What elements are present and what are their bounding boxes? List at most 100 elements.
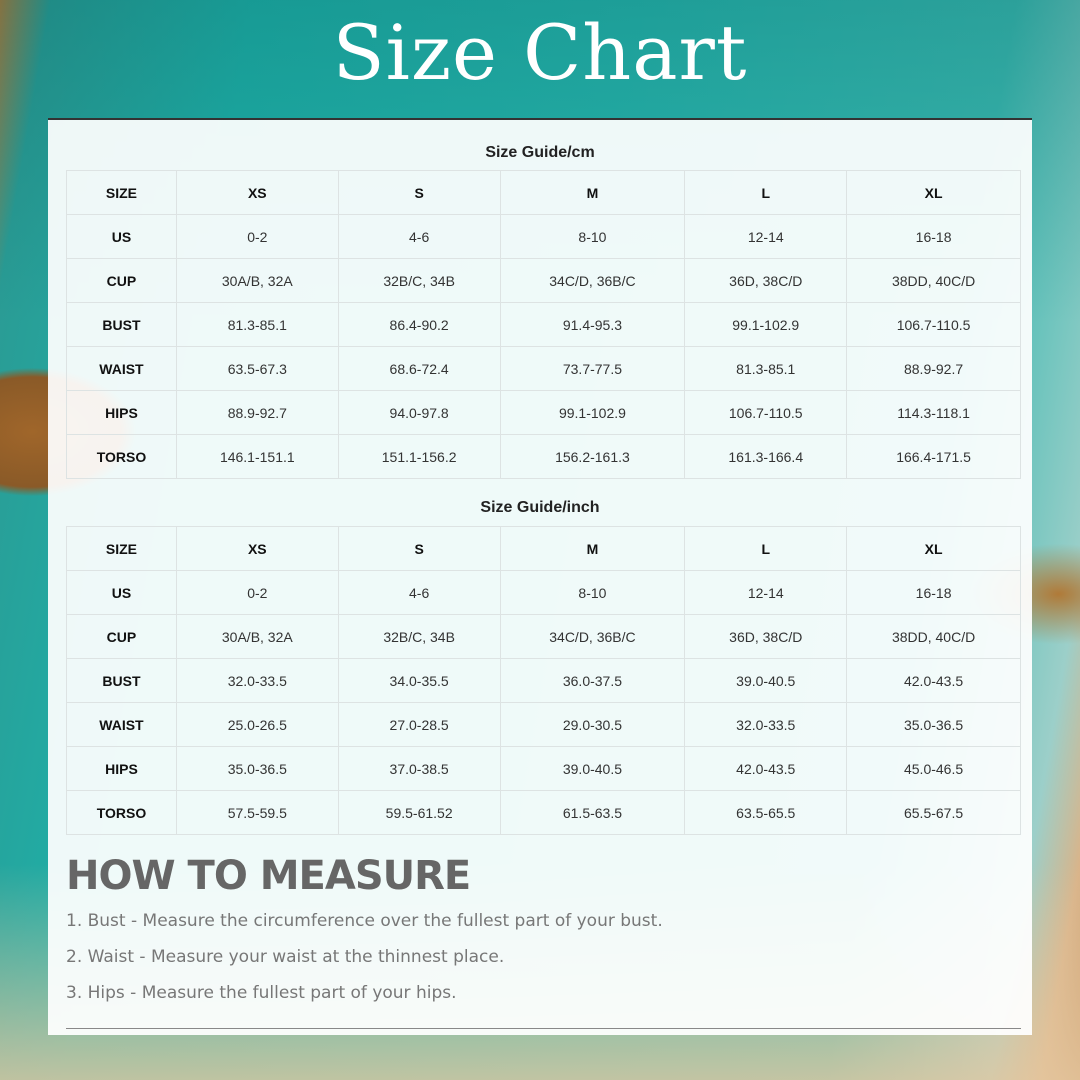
table-cell: 42.0-43.5	[846, 658, 1021, 703]
table-cell: 45.0-46.5	[846, 746, 1021, 791]
table-cell: 0-2	[175, 214, 339, 259]
table-cell: 61.5-63.5	[499, 790, 686, 835]
table-row: HIPS 88.9-92.7 94.0-97.8 99.1-102.9 106.7-11…	[66, 390, 1021, 435]
table-cell: 57.5-59.5	[175, 790, 339, 835]
table-cell: 99.1-102.9	[499, 390, 686, 435]
table-cell: 86.4-90.2	[337, 302, 501, 347]
table-cell: 4-6	[337, 570, 501, 615]
table-cell: 161.3-166.4	[684, 434, 848, 479]
table-cell: 34C/D, 36B/C	[499, 258, 686, 303]
table-cell: 91.4-95.3	[499, 302, 686, 347]
table-cell: 151.1-156.2	[337, 434, 501, 479]
table-cell: 88.9-92.7	[175, 390, 339, 435]
table-cell: 65.5-67.5	[846, 790, 1021, 835]
table-cell: 114.3-118.1	[846, 390, 1021, 435]
measure-instruction: 2. Waist - Measure your waist at the thi…	[66, 947, 505, 967]
table-cell: 12-14	[684, 214, 848, 259]
table-cell: 29.0-30.5	[499, 702, 686, 747]
row-header: US	[66, 570, 177, 615]
table-row: CUP 30A/B, 32A 32B/C, 34B 34C/D, 36B/C 36D, …	[66, 614, 1021, 659]
table-cell: 35.0-36.5	[846, 702, 1021, 747]
table-cell: 27.0-28.5	[337, 702, 501, 747]
table-cell: 32B/C, 34B	[337, 614, 501, 659]
cm-size-table: SIZE XS S M L XL US 0-2 4-6 8-10 12-14 16-18 CUP 30A/…	[66, 170, 1021, 479]
table-cell: 36.0-37.5	[499, 658, 686, 703]
column-header: XL	[846, 170, 1021, 215]
row-header: HIPS	[66, 390, 177, 435]
table-row: TORSO 146.1-151.1 151.1-156.2 156.2-161.3 16…	[66, 434, 1021, 479]
size-chart-panel: Size Guide/cm SIZE XS S M L XL US 0-2 4-6 8-10 12-…	[48, 118, 1032, 1035]
header-row: SIZE XS S M L XL	[66, 170, 1021, 215]
table-cell: 8-10	[499, 570, 686, 615]
table-cell: 156.2-161.3	[499, 434, 686, 479]
row-header: CUP	[66, 258, 177, 303]
column-header: L	[684, 170, 848, 215]
table-cell: 73.7-77.5	[499, 346, 686, 391]
column-header: XS	[175, 526, 339, 571]
table-cell: 88.9-92.7	[846, 346, 1021, 391]
row-header: TORSO	[66, 434, 177, 479]
table-cell: 39.0-40.5	[499, 746, 686, 791]
table-cell: 63.5-65.5	[684, 790, 848, 835]
table-cell: 166.4-171.5	[846, 434, 1021, 479]
table-cell: 38DD, 40C/D	[846, 614, 1021, 659]
measure-instruction: 3. Hips - Measure the fullest part of yo…	[66, 983, 457, 1003]
table-cell: 0-2	[175, 570, 339, 615]
table-row: BUST 81.3-85.1 86.4-90.2 91.4-95.3 99.1-102.…	[66, 302, 1021, 347]
cm-table-caption: Size Guide/cm	[485, 144, 595, 161]
inch-table-caption: Size Guide/inch	[480, 499, 600, 516]
inch-size-table: SIZE XS S M L XL US 0-2 4-6 8-10 12-14 16-18 CUP 30A/…	[66, 526, 1021, 835]
table-cell: 36D, 38C/D	[684, 258, 848, 303]
table-row: HIPS 35.0-36.5 37.0-38.5 39.0-40.5 42.0-43.5…	[66, 746, 1021, 791]
column-header: XL	[846, 526, 1021, 571]
table-cell: 32.0-33.5	[684, 702, 848, 747]
table-cell: 59.5-61.52	[337, 790, 501, 835]
row-header: WAIST	[66, 702, 177, 747]
column-header: M	[499, 526, 686, 571]
table-cell: 106.7-110.5	[846, 302, 1021, 347]
page-title: Size Chart	[332, 8, 748, 97]
table-cell: 12-14	[684, 570, 848, 615]
how-to-measure-heading: HOW TO MEASURE	[66, 853, 471, 899]
table-cell: 25.0-26.5	[175, 702, 339, 747]
table-cell: 36D, 38C/D	[684, 614, 848, 659]
table-cell: 63.5-67.3	[175, 346, 339, 391]
table-row: CUP 30A/B, 32A 32B/C, 34B 34C/D, 36B/C 36D, …	[66, 258, 1021, 303]
row-header: US	[66, 214, 177, 259]
row-header: BUST	[66, 302, 177, 347]
table-row: US 0-2 4-6 8-10 12-14 16-18	[66, 570, 1021, 615]
column-header: XS	[175, 170, 339, 215]
table-cell: 68.6-72.4	[337, 346, 501, 391]
table-cell: 42.0-43.5	[684, 746, 848, 791]
table-row: TORSO 57.5-59.5 59.5-61.52 61.5-63.5 63.5-65…	[66, 790, 1021, 835]
table-row: WAIST 63.5-67.3 68.6-72.4 73.7-77.5 81.3-85.…	[66, 346, 1021, 391]
table-cell: 39.0-40.5	[684, 658, 848, 703]
column-header: L	[684, 526, 848, 571]
measure-instruction: 1. Bust - Measure the circumference over…	[66, 911, 663, 931]
table-cell: 106.7-110.5	[684, 390, 848, 435]
table-cell: 81.3-85.1	[684, 346, 848, 391]
table-cell: 34C/D, 36B/C	[499, 614, 686, 659]
table-row: BUST 32.0-33.5 34.0-35.5 36.0-37.5 39.0-40.5…	[66, 658, 1021, 703]
table-cell: 34.0-35.5	[337, 658, 501, 703]
row-header: BUST	[66, 658, 177, 703]
row-header: HIPS	[66, 746, 177, 791]
table-cell: 32B/C, 34B	[337, 258, 501, 303]
table-cell: 146.1-151.1	[175, 434, 339, 479]
column-header: SIZE	[66, 526, 177, 571]
column-header: S	[337, 526, 501, 571]
table-cell: 8-10	[499, 214, 686, 259]
row-header: CUP	[66, 614, 177, 659]
table-row: WAIST 25.0-26.5 27.0-28.5 29.0-30.5 32.0-33.…	[66, 702, 1021, 747]
column-header: M	[499, 170, 686, 215]
row-header: WAIST	[66, 346, 177, 391]
table-cell: 99.1-102.9	[684, 302, 848, 347]
header-row: SIZE XS S M L XL	[66, 526, 1021, 571]
table-cell: 38DD, 40C/D	[846, 258, 1021, 303]
table-cell: 32.0-33.5	[175, 658, 339, 703]
table-cell: 30A/B, 32A	[175, 258, 339, 303]
column-header: SIZE	[66, 170, 177, 215]
column-header: S	[337, 170, 501, 215]
table-cell: 81.3-85.1	[175, 302, 339, 347]
table-cell: 4-6	[337, 214, 501, 259]
